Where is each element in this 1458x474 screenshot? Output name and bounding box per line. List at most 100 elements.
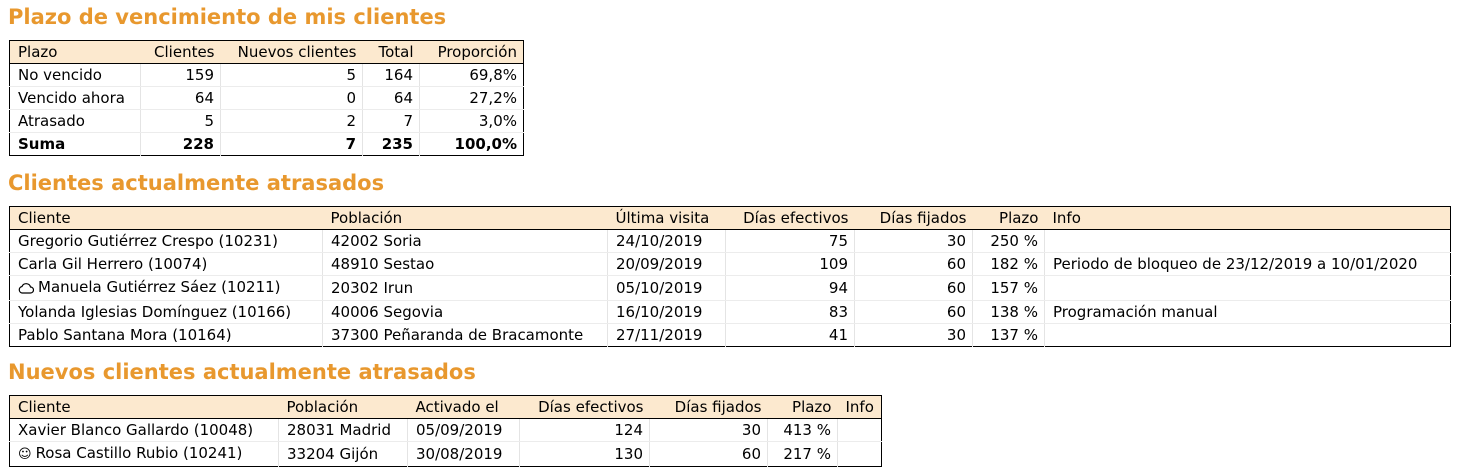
cell-sum-total: 235 <box>362 132 420 156</box>
cell-sum-proporcion: 100,0% <box>419 132 524 156</box>
new-overdue-clients-title: Nuevos clientes actualmente atrasados <box>8 360 476 384</box>
cell-dias-efectivos: 83 <box>725 300 855 324</box>
cell-fecha: 30/08/2019 <box>407 441 520 467</box>
cell-cliente-name: Rosa Castillo Rubio (10241) <box>35 444 243 462</box>
new-overdue-clients-table: Cliente Población Activado el Días efect… <box>9 395 882 467</box>
cell-dias-fijados: 30 <box>854 229 973 253</box>
overdue-clients-title: Clientes actualmente atrasados <box>8 171 385 195</box>
column-header-info: Info <box>1044 206 1451 230</box>
overdue-summary-table: Plazo Clientes Nuevos clientes Total Pro… <box>9 40 524 156</box>
column-header-clientes: Clientes <box>140 40 221 64</box>
cell-dias-efectivos: 109 <box>725 252 855 276</box>
cell-poblacion: 48910 Sestao <box>322 252 608 276</box>
cell-dias-fijados: 60 <box>854 275 973 301</box>
table-header-row: Plazo Clientes Nuevos clientes Total Pro… <box>9 40 524 64</box>
table-row: Atrasado 5 2 7 3,0% <box>9 109 524 133</box>
column-header-plazo: Plazo <box>972 206 1045 230</box>
cell-cliente[interactable]: Yolanda Iglesias Domínguez (10166) <box>9 300 323 324</box>
cell-cliente[interactable]: Manuela Gutiérrez Sáez (10211) <box>9 275 323 301</box>
column-header-poblacion: Población <box>322 206 608 230</box>
cell-dias-fijados: 60 <box>649 441 768 467</box>
cell-total: 7 <box>362 109 420 133</box>
column-header-dias-fijados: Días fijados <box>649 395 768 419</box>
table-row: Pablo Santana Mora (10164) 37300 Peñaran… <box>10 323 1451 347</box>
cell-plazo: 182 % <box>972 252 1045 276</box>
cell-plazo: 217 % <box>767 441 838 467</box>
column-header-ultima-visita: Última visita <box>607 206 726 230</box>
cell-nuevos: 5 <box>220 63 363 87</box>
cell-sum-clientes: 228 <box>140 132 221 156</box>
cloud-icon <box>18 278 35 300</box>
cell-plazo: 157 % <box>972 275 1045 301</box>
cell-poblacion: 33204 Gijón <box>278 441 408 467</box>
column-header-poblacion: Población <box>278 395 408 419</box>
cell-dias-efectivos: 94 <box>725 275 855 301</box>
column-header-proporcion: Proporción <box>419 40 524 64</box>
cell-nuevos: 2 <box>220 109 363 133</box>
cell-plazo: 250 % <box>972 229 1045 253</box>
cell-proporcion: 69,8% <box>419 63 524 87</box>
cell-fecha: 16/10/2019 <box>607 300 726 324</box>
cell-sum-nuevos: 7 <box>220 132 363 156</box>
cell-fecha: 24/10/2019 <box>607 229 726 253</box>
cell-total: 64 <box>362 86 420 110</box>
table-row: Gregorio Gutiérrez Crespo (10231) 42002 … <box>9 229 1451 253</box>
cell-proporcion: 3,0% <box>419 109 524 133</box>
cell-cliente[interactable]: Carla Gil Herrero (10074) <box>9 252 323 276</box>
table-header-row: Cliente Población Última visita Días efe… <box>9 206 1451 230</box>
cell-cliente[interactable]: Gregorio Gutiérrez Crespo (10231) <box>9 229 323 253</box>
cell-clientes: 64 <box>140 86 221 110</box>
column-header-cliente: Cliente <box>9 206 323 230</box>
overdue-summary-title: Plazo de vencimiento de mis clientes <box>8 5 447 29</box>
table-header-row: Cliente Población Activado el Días efect… <box>9 395 882 419</box>
cell-poblacion: 28031 Madrid <box>278 418 408 442</box>
cell-poblacion: 40006 Segovia <box>322 300 608 324</box>
column-header-activado-el: Activado el <box>407 395 520 419</box>
table-row: Yolanda Iglesias Domínguez (10166) 40006… <box>9 300 1451 324</box>
cell-sum-label: Suma <box>18 135 66 153</box>
cell-dias-fijados: 60 <box>854 300 973 324</box>
cell-clientes: 5 <box>140 109 221 133</box>
cell-dias-fijados: 60 <box>854 252 973 276</box>
cell-poblacion: 42002 Soria <box>322 229 608 253</box>
column-header-plazo: Plazo <box>9 40 141 64</box>
cell-proporcion: 27,2% <box>419 86 524 110</box>
cell-info <box>1044 229 1451 253</box>
cell-plazo: No vencido <box>9 63 141 87</box>
cell-plazo: 413 % <box>767 418 838 442</box>
cell-dias-efectivos: 75 <box>725 229 855 253</box>
column-header-nuevos-clientes: Nuevos clientes <box>220 40 363 64</box>
sum-row: Suma 228 7 235 100,0% <box>10 132 524 156</box>
column-header-dias-efectivos: Días efectivos <box>519 395 650 419</box>
table-row: ☺ Rosa Castillo Rubio (10241) 33204 Gijón… <box>10 441 882 467</box>
table-row: Xavier Blanco Gallardo (10048) 28031 Mad… <box>9 418 882 442</box>
cell-plazo: Vencido ahora <box>9 86 141 110</box>
cell-dias-efectivos: 124 <box>519 418 650 442</box>
cell-fecha: 20/09/2019 <box>607 252 726 276</box>
cell-total: 164 <box>362 63 420 87</box>
column-header-dias-efectivos: Días efectivos <box>725 206 855 230</box>
smiley-icon: ☺ <box>18 447 32 462</box>
cell-fecha: 27/11/2019 <box>607 323 726 347</box>
cell-cliente[interactable]: Xavier Blanco Gallardo (10048) <box>9 418 279 442</box>
cell-info: Programación manual <box>1044 300 1451 324</box>
cell-dias-efectivos: 130 <box>519 441 650 467</box>
table-row: No vencido 159 5 164 69,8% <box>9 63 524 87</box>
cell-dias-efectivos: 41 <box>725 323 855 347</box>
column-header-plazo: Plazo <box>767 395 838 419</box>
cell-dias-fijados: 30 <box>854 323 973 347</box>
column-header-info: Info <box>837 395 882 419</box>
cell-cliente[interactable]: Pablo Santana Mora (10164) <box>18 326 232 344</box>
cell-plazo: 137 % <box>972 323 1045 347</box>
overdue-clients-table: Cliente Población Última visita Días efe… <box>9 206 1451 347</box>
cell-info <box>1044 323 1451 347</box>
table-row: Manuela Gutiérrez Sáez (10211) 20302 Iru… <box>9 275 1451 301</box>
table-row: Carla Gil Herrero (10074) 48910 Sestao 2… <box>9 252 1451 276</box>
cell-nuevos: 0 <box>220 86 363 110</box>
table-row: Vencido ahora 64 0 64 27,2% <box>9 86 524 110</box>
cell-fecha: 05/09/2019 <box>407 418 520 442</box>
column-header-dias-fijados: Días fijados <box>854 206 973 230</box>
cell-cliente[interactable]: ☺ Rosa Castillo Rubio (10241) <box>10 442 279 467</box>
cell-fecha: 05/10/2019 <box>607 275 726 301</box>
cell-info <box>837 441 882 467</box>
